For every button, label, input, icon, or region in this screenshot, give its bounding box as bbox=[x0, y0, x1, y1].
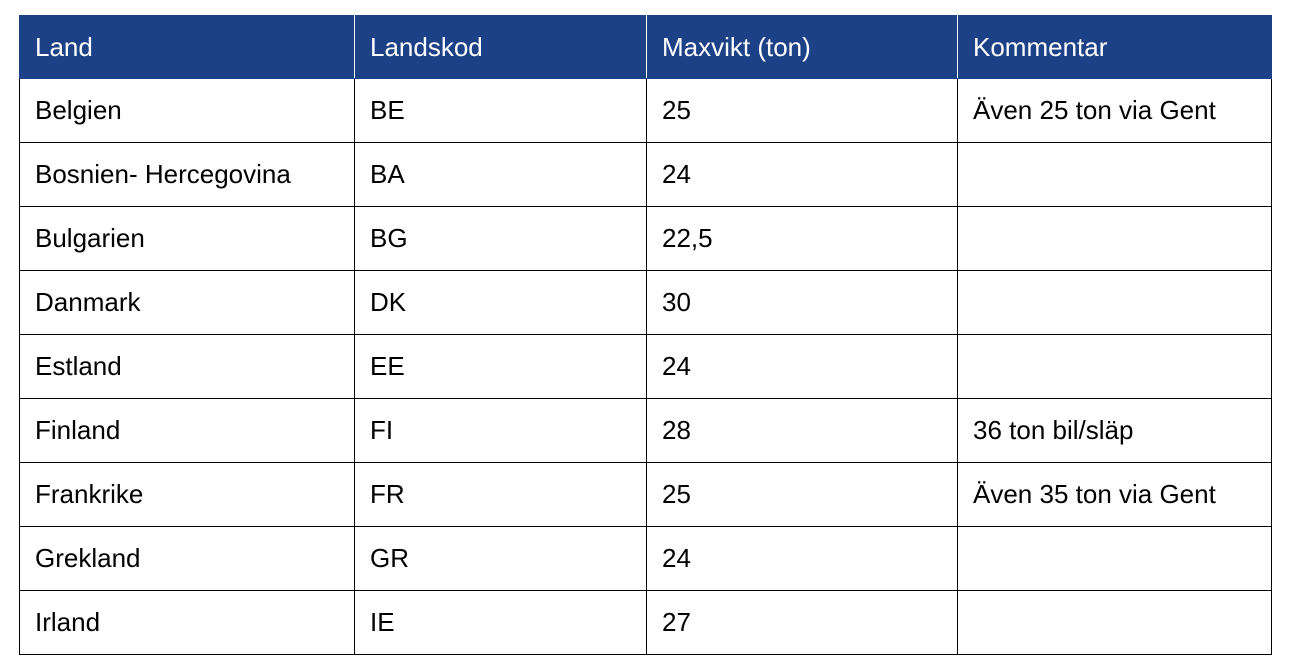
cell-landskod: BA bbox=[354, 142, 647, 207]
cell-maxvikt: 27 bbox=[646, 590, 958, 655]
cell-landskod: BE bbox=[354, 78, 647, 143]
cell-kommentar bbox=[957, 526, 1272, 591]
country-weight-table: Land Landskod Maxvikt (ton) Kommentar Be… bbox=[19, 15, 1272, 655]
table-body: Belgien BE 25 Även 25 ton via Gent Bosni… bbox=[19, 78, 1272, 655]
cell-land: Bulgarien bbox=[19, 206, 355, 271]
table-header: Land Landskod Maxvikt (ton) Kommentar bbox=[19, 15, 1272, 79]
table-row: Bosnien- Hercegovina BA 24 bbox=[19, 142, 1272, 207]
cell-maxvikt: 24 bbox=[646, 142, 958, 207]
header-row: Land Landskod Maxvikt (ton) Kommentar bbox=[19, 15, 1272, 79]
table-row: Estland EE 24 bbox=[19, 334, 1272, 399]
header-maxvikt: Maxvikt (ton) bbox=[646, 15, 958, 79]
cell-landskod: EE bbox=[354, 334, 647, 399]
table-row: Bulgarien BG 22,5 bbox=[19, 206, 1272, 271]
cell-land: Danmark bbox=[19, 270, 355, 335]
cell-kommentar bbox=[957, 334, 1272, 399]
cell-landskod: IE bbox=[354, 590, 647, 655]
cell-land: Bosnien- Hercegovina bbox=[19, 142, 355, 207]
table-row: Danmark DK 30 bbox=[19, 270, 1272, 335]
cell-kommentar bbox=[957, 206, 1272, 271]
cell-landskod: FI bbox=[354, 398, 647, 463]
cell-kommentar bbox=[957, 590, 1272, 655]
table-row: Belgien BE 25 Även 25 ton via Gent bbox=[19, 78, 1272, 143]
cell-maxvikt: 22,5 bbox=[646, 206, 958, 271]
header-kommentar: Kommentar bbox=[957, 15, 1272, 79]
cell-maxvikt: 25 bbox=[646, 78, 958, 143]
cell-maxvikt: 28 bbox=[646, 398, 958, 463]
cell-kommentar: Även 25 ton via Gent bbox=[957, 78, 1272, 143]
cell-maxvikt: 30 bbox=[646, 270, 958, 335]
cell-landskod: FR bbox=[354, 462, 647, 527]
cell-landskod: DK bbox=[354, 270, 647, 335]
cell-land: Frankrike bbox=[19, 462, 355, 527]
cell-land: Estland bbox=[19, 334, 355, 399]
cell-landskod: BG bbox=[354, 206, 647, 271]
cell-maxvikt: 24 bbox=[646, 526, 958, 591]
cell-kommentar: Även 35 ton via Gent bbox=[957, 462, 1272, 527]
cell-land: Irland bbox=[19, 590, 355, 655]
table-row: Finland FI 28 36 ton bil/släp bbox=[19, 398, 1272, 463]
cell-land: Grekland bbox=[19, 526, 355, 591]
cell-land: Belgien bbox=[19, 78, 355, 143]
cell-kommentar bbox=[957, 142, 1272, 207]
cell-kommentar: 36 ton bil/släp bbox=[957, 398, 1272, 463]
cell-maxvikt: 24 bbox=[646, 334, 958, 399]
table-row: Grekland GR 24 bbox=[19, 526, 1272, 591]
header-land: Land bbox=[19, 15, 355, 79]
cell-land: Finland bbox=[19, 398, 355, 463]
table-row: Irland IE 27 bbox=[19, 590, 1272, 655]
cell-landskod: GR bbox=[354, 526, 647, 591]
header-landskod: Landskod bbox=[354, 15, 647, 79]
table-row: Frankrike FR 25 Även 35 ton via Gent bbox=[19, 462, 1272, 527]
cell-kommentar bbox=[957, 270, 1272, 335]
cell-maxvikt: 25 bbox=[646, 462, 958, 527]
